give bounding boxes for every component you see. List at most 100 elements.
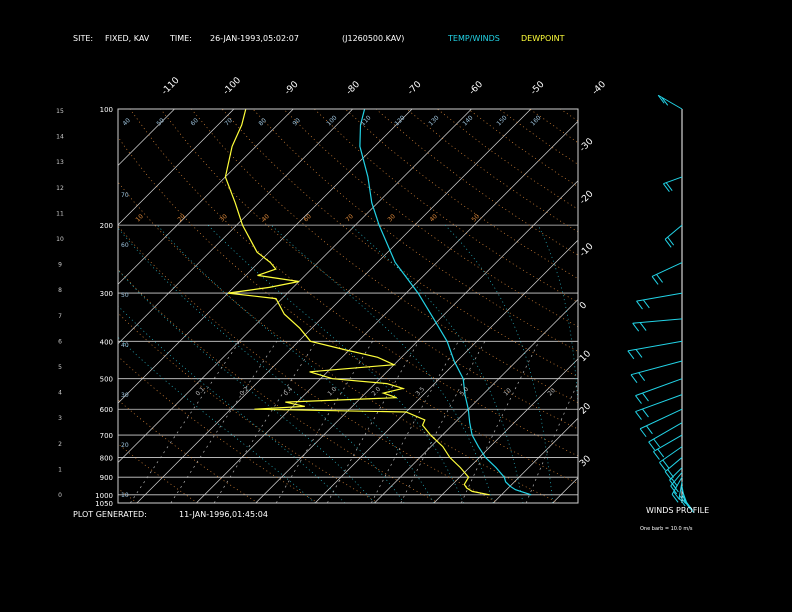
wind-vector bbox=[664, 457, 683, 472]
wind-barb bbox=[642, 299, 650, 309]
wind-barb bbox=[662, 459, 670, 469]
theta-label: 50 bbox=[155, 117, 165, 127]
mixing-ratio-line bbox=[326, 341, 420, 503]
wind-vector bbox=[651, 262, 683, 277]
wind-barb bbox=[635, 411, 642, 420]
mixing-ratio-label: 1.0 bbox=[326, 386, 338, 398]
mixing-ratio-label: 0.4 bbox=[282, 386, 294, 398]
mixing-ratio-label: 2.0 bbox=[370, 386, 382, 398]
file-value: (J1260500.KAV) bbox=[342, 34, 404, 43]
wind-vector bbox=[648, 422, 683, 443]
theta-label: 70 bbox=[223, 117, 233, 127]
moist-adiabat bbox=[118, 269, 375, 503]
dry-adiabat-label: 30 bbox=[386, 213, 396, 223]
right-temp-label: 0 bbox=[578, 300, 589, 311]
mixing-ratio-line bbox=[525, 381, 578, 503]
dry-adiabat-label: 20 bbox=[176, 213, 186, 223]
side-label: 30 bbox=[121, 392, 129, 399]
height-tick-label: 8 bbox=[58, 287, 62, 294]
dry-adiabat-label: 50 bbox=[470, 213, 480, 223]
wind-barb bbox=[646, 425, 653, 435]
dry-adiabat-label: 40 bbox=[260, 213, 270, 223]
wind-barb bbox=[632, 322, 640, 332]
pressure-tick-label: 800 bbox=[100, 454, 113, 462]
wind-barb bbox=[651, 276, 659, 285]
side-label: 40 bbox=[121, 342, 129, 349]
height-tick-label: 2 bbox=[58, 441, 62, 448]
pressure-tick-label: 900 bbox=[100, 474, 113, 482]
side-label: 10 bbox=[121, 492, 129, 499]
pressure-tick-label: 400 bbox=[100, 338, 113, 346]
dry-adiabat-label: 60 bbox=[302, 213, 312, 223]
wind-profile bbox=[627, 94, 694, 513]
height-tick-label: 4 bbox=[58, 390, 62, 397]
theta-label: 90 bbox=[291, 117, 301, 127]
wind-vector bbox=[635, 394, 683, 413]
wind-vector bbox=[635, 378, 683, 397]
isotherm-line bbox=[314, 239, 578, 503]
time-value: 26-JAN-1993,05:02:07 bbox=[210, 34, 299, 43]
winds-profile-title: WINDS PROFILE bbox=[646, 506, 709, 515]
wind-barb bbox=[662, 183, 670, 193]
wind-vector bbox=[653, 434, 683, 452]
height-tick-label: 1 bbox=[58, 466, 62, 473]
isotherm-line bbox=[118, 109, 353, 345]
height-tick-label: 0 bbox=[58, 492, 62, 499]
wind-barb bbox=[635, 395, 642, 404]
wind-barb bbox=[669, 479, 676, 489]
mixing-ratio-label: 0.2 bbox=[238, 386, 250, 398]
height-tick-label: 7 bbox=[58, 313, 62, 320]
pressure-tick-label: 1000 bbox=[95, 492, 113, 500]
isotherm-line bbox=[118, 109, 294, 285]
mixing-ratio-line bbox=[170, 341, 278, 503]
side-label: 50 bbox=[121, 292, 129, 299]
moist-adiabat bbox=[118, 305, 346, 503]
dry-adiabat bbox=[118, 225, 499, 503]
height-tick-label: 5 bbox=[58, 364, 62, 371]
isotherm-line bbox=[493, 417, 578, 503]
isotherm-line bbox=[118, 109, 472, 463]
wind-barb bbox=[664, 471, 672, 480]
isotherm-line bbox=[255, 180, 578, 503]
mixing-ratio-label: 0.1 bbox=[194, 386, 206, 398]
pressure-tick-label: 600 bbox=[100, 406, 113, 414]
dry-adiabat-label: 40 bbox=[428, 213, 438, 223]
wind-barb bbox=[648, 441, 656, 451]
wind-barb bbox=[657, 448, 665, 458]
wind-vector bbox=[636, 292, 683, 302]
pressure-tick-label: 100 bbox=[100, 106, 113, 114]
temp-legend: TEMP/WINDS bbox=[447, 34, 500, 43]
wind-vector bbox=[678, 481, 683, 499]
wind-barb bbox=[671, 477, 678, 487]
height-tick-label: 6 bbox=[58, 338, 62, 345]
height-tick-label: 14 bbox=[56, 134, 64, 141]
wind-vector bbox=[627, 340, 683, 352]
mixing-ratio-label: 10 bbox=[502, 387, 512, 397]
height-tick-label: 12 bbox=[56, 185, 64, 192]
wind-vector bbox=[669, 467, 683, 481]
wind-barb bbox=[642, 408, 649, 418]
isotherm-line bbox=[136, 109, 532, 503]
wind-barb bbox=[686, 501, 693, 511]
wind-barb bbox=[653, 438, 661, 448]
wind-barb bbox=[665, 182, 673, 191]
label-layer: 1002003004005006007008009001000105001234… bbox=[56, 75, 608, 508]
profile-layer bbox=[224, 109, 532, 496]
dry-adiabat-label: 70 bbox=[344, 213, 354, 223]
wind-barb bbox=[684, 501, 692, 510]
wind-vector bbox=[632, 318, 683, 324]
moist-adiabat bbox=[444, 224, 554, 503]
wind-barb bbox=[664, 238, 672, 248]
height-tick-label: 3 bbox=[58, 415, 62, 422]
theta-label: 40 bbox=[121, 117, 131, 127]
grid-layer bbox=[118, 109, 578, 503]
dry-adiabat-label: 10 bbox=[134, 213, 144, 223]
wind-barb bbox=[678, 497, 686, 507]
side-label: 60 bbox=[121, 242, 129, 249]
pressure-tick-label: 200 bbox=[100, 222, 113, 230]
height-tick-label: 13 bbox=[56, 159, 64, 166]
plot-frame bbox=[117, 108, 579, 504]
side-label: 70 bbox=[121, 192, 129, 199]
theta-label: 80 bbox=[257, 117, 267, 127]
mixing-ratio-label: 20 bbox=[546, 387, 556, 397]
